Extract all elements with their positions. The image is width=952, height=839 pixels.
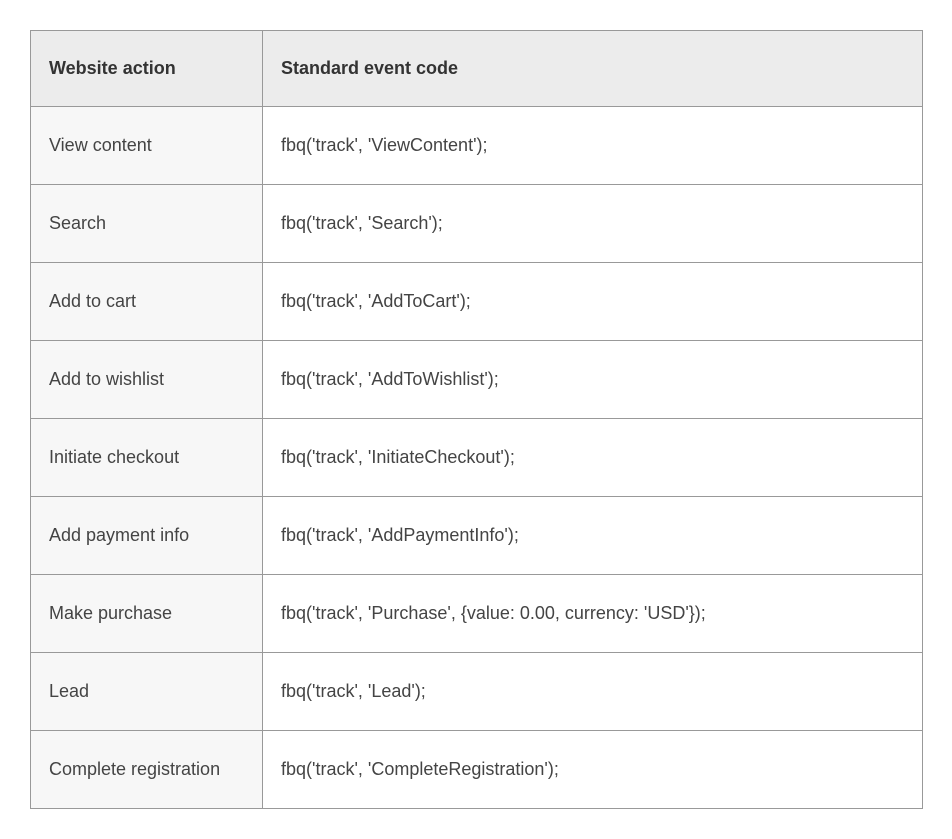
cell-action: Add payment info bbox=[31, 497, 263, 575]
cell-code: fbq('track', 'InitiateCheckout'); bbox=[263, 419, 923, 497]
table-row: Search fbq('track', 'Search'); bbox=[31, 185, 923, 263]
cell-code: fbq('track', 'Purchase', {value: 0.00, c… bbox=[263, 575, 923, 653]
cell-code: fbq('track', 'Lead'); bbox=[263, 653, 923, 731]
cell-action: Add to wishlist bbox=[31, 341, 263, 419]
cell-code: fbq('track', 'CompleteRegistration'); bbox=[263, 731, 923, 809]
cell-action: View content bbox=[31, 107, 263, 185]
cell-code: fbq('track', 'AddToWishlist'); bbox=[263, 341, 923, 419]
col-header-action: Website action bbox=[31, 31, 263, 107]
table-row: View content fbq('track', 'ViewContent')… bbox=[31, 107, 923, 185]
table-row: Add payment info fbq('track', 'AddPaymen… bbox=[31, 497, 923, 575]
cell-action: Search bbox=[31, 185, 263, 263]
cell-code: fbq('track', 'ViewContent'); bbox=[263, 107, 923, 185]
table-header-row: Website action Standard event code bbox=[31, 31, 923, 107]
cell-code: fbq('track', 'Search'); bbox=[263, 185, 923, 263]
cell-action: Initiate checkout bbox=[31, 419, 263, 497]
col-header-code: Standard event code bbox=[263, 31, 923, 107]
table-row: Make purchase fbq('track', 'Purchase', {… bbox=[31, 575, 923, 653]
cell-action: Lead bbox=[31, 653, 263, 731]
table-row: Lead fbq('track', 'Lead'); bbox=[31, 653, 923, 731]
cell-code: fbq('track', 'AddToCart'); bbox=[263, 263, 923, 341]
cell-action: Make purchase bbox=[31, 575, 263, 653]
events-table: Website action Standard event code View … bbox=[30, 30, 923, 809]
table-row: Add to cart fbq('track', 'AddToCart'); bbox=[31, 263, 923, 341]
table-row: Complete registration fbq('track', 'Comp… bbox=[31, 731, 923, 809]
cell-action: Complete registration bbox=[31, 731, 263, 809]
cell-action: Add to cart bbox=[31, 263, 263, 341]
table-row: Add to wishlist fbq('track', 'AddToWishl… bbox=[31, 341, 923, 419]
cell-code: fbq('track', 'AddPaymentInfo'); bbox=[263, 497, 923, 575]
table-row: Initiate checkout fbq('track', 'Initiate… bbox=[31, 419, 923, 497]
